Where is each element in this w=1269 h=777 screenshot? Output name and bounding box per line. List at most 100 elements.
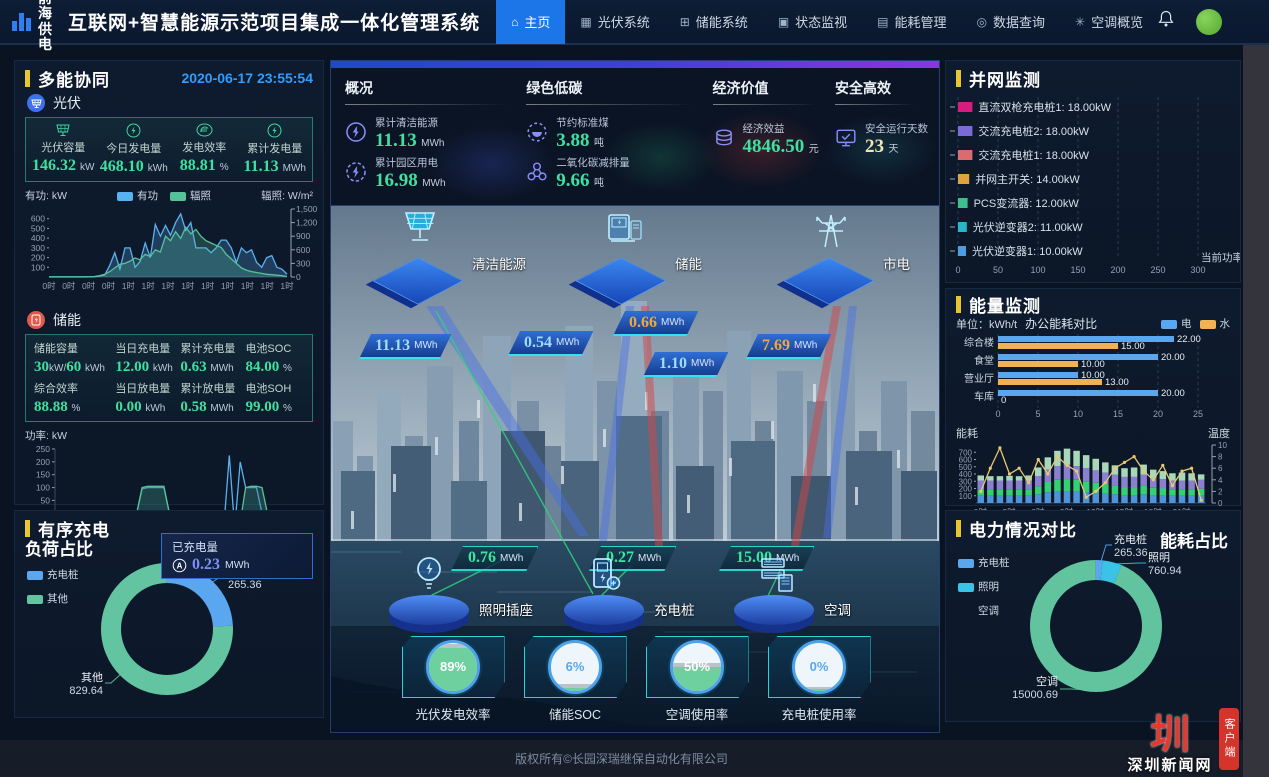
kpi-group-overview: 概况 累计清洁能源 11.13 MWh 累计园区用电 16.98 MWh (345, 78, 526, 199)
panel-grid-monitor: 并网监测 0 50 100 150 200 250 300 直流双枪充电桩1: 18.00kW… (945, 60, 1243, 283)
bulb-icon (409, 553, 449, 604)
nav-item-status-monitor[interactable]: ▣ 状态监视 (777, 14, 848, 31)
svg-text:10.00: 10.00 (1081, 370, 1105, 381)
svg-text:100: 100 (1030, 265, 1045, 275)
svg-text:22.00: 22.00 (1177, 334, 1201, 345)
svg-text:300: 300 (959, 477, 973, 486)
legend-lighting[interactable]: 照明 (958, 579, 1010, 594)
news-logo: 圳 (1150, 712, 1190, 757)
svg-text:充电桩: 充电桩 (1114, 532, 1147, 546)
legend-water[interactable]: 水 (1199, 316, 1230, 331)
dashboard: 多能协同 2020-06-17 23:55:54 光伏 光伏容量 146.32 … (0, 45, 1269, 777)
panel-title: 电力情况对比 (969, 520, 1077, 540)
svg-text:150: 150 (1070, 265, 1085, 275)
office-chart-title: 办公能耗对比 (1025, 317, 1098, 331)
svg-text:10: 10 (1073, 409, 1083, 419)
legend-ac[interactable]: 空调 (978, 605, 999, 617)
pv-section-label: 光伏 (53, 95, 81, 111)
timestamp: 2020-06-17 23:55:54 (181, 70, 313, 86)
kpi-economic-benefit: 经济效益 4846.50 元 (713, 119, 836, 157)
meter-icon: A (172, 558, 187, 572)
legend-charger[interactable]: 充电桩 (958, 555, 1010, 570)
legend-active-power[interactable]: 有功 (117, 188, 158, 203)
svg-text:1时: 1时 (122, 281, 136, 291)
stat-today-generation: 今日发电量 468.10 kWh (99, 123, 170, 176)
title-accent-bar (956, 519, 961, 537)
svg-text:700: 700 (959, 448, 973, 457)
panel-orderly-charging: 有序充电 已充电量 A 0.23 MWh 负荷占比 充电桩 其他 充电桩 265.… (14, 510, 324, 718)
svg-text:15000.69: 15000.69 (1012, 689, 1058, 701)
kpi-overview: 概况 累计清洁能源 11.13 MWh 累计园区用电 16.98 MWh 绿色低… (331, 68, 939, 206)
storage-stats: 储能容量 30kW/60 kWh 当日充电量 12.00 kWh 累计充电量 0.63… (25, 334, 313, 422)
legend-charger[interactable]: 充电桩 (27, 567, 79, 582)
pv-section-icon (27, 94, 45, 112)
power-tower-icon (809, 209, 853, 254)
gauge-空调使用率: 50% 空调使用率 (646, 636, 749, 723)
pv-stats: 光伏容量 146.32 kW 今日发电量 468.10 kWh 发电效率 88.… (25, 117, 313, 182)
kpi-group-economic: 经济价值 经济效益 4846.50 元 (712, 78, 836, 199)
storage-section-label: 储能 (53, 312, 81, 328)
nav-item-pv-system[interactable]: ▦ 光伏系统 (580, 14, 650, 31)
data-query-icon: ◎ (976, 14, 988, 29)
svg-text:900: 900 (296, 231, 310, 241)
svg-text:300: 300 (296, 258, 310, 268)
solar-panel-icon (398, 209, 442, 250)
load-tag-lighting: 0.76 MWh (451, 546, 538, 571)
svg-text:1时: 1时 (280, 281, 294, 291)
nav-item-storage-system[interactable]: ⊞ 储能系统 (679, 14, 748, 31)
flow-tag-clean: 11.13 MWh (359, 334, 451, 359)
nav-item-home[interactable]: ⌂ 主页 (496, 0, 566, 44)
svg-text:PCS变流器: 12.00kW: PCS变流器: 12.00kW (974, 196, 1080, 210)
battery-storage-icon (601, 209, 645, 252)
legend-irradiance[interactable]: 辐照 (170, 188, 211, 203)
svg-text:829.64: 829.64 (69, 685, 103, 697)
svg-text:400: 400 (959, 470, 973, 479)
svg-text:300: 300 (1190, 265, 1205, 275)
svg-text:0: 0 (1001, 395, 1006, 406)
svg-text:0时: 0时 (42, 281, 56, 291)
svg-text:300: 300 (31, 243, 45, 253)
stat-total-generation: 累计发电量 11.13 MWh (240, 123, 311, 176)
stat-generation-efficiency: 发电效率 88.81 % (169, 123, 240, 176)
svg-text:600: 600 (296, 245, 310, 255)
panel-center-overview: 概况 累计清洁能源 11.13 MWh 累计园区用电 16.98 MWh 绿色低… (330, 60, 940, 733)
svg-text:100: 100 (36, 483, 50, 493)
kpi-coal-saved: 节约标准煤 3.88 吨 (526, 113, 712, 151)
legend-electricity[interactable]: 电 (1161, 316, 1192, 331)
svg-text:20: 20 (1153, 409, 1163, 419)
svg-text:50: 50 (993, 265, 1003, 275)
panel-energy-monitor: 能量监测 单位：kWh/t 办公能耗对比 电 水 0 5 10 15 20 25 综合楼 22… (945, 288, 1241, 517)
svg-text:1时: 1时 (142, 281, 156, 291)
nav-item-data-query[interactable]: ◎ 数据查询 (976, 14, 1046, 31)
charger-icon (584, 553, 624, 604)
svg-text:50: 50 (41, 495, 51, 505)
svg-text:200: 200 (36, 457, 50, 467)
stat-day-charge: 当日充电量 12.00 kWh (115, 343, 173, 375)
legend-other[interactable]: 其他 (27, 591, 79, 606)
title-accent-bar (956, 295, 961, 313)
svg-text:1,200: 1,200 (296, 218, 318, 228)
gauge-光伏发电效率: 89% 光伏发电效率 (402, 636, 505, 723)
flow-tag-storage-out: 0.54 MWh (508, 331, 593, 356)
svg-text:1时: 1时 (221, 281, 235, 291)
svg-text:0时: 0时 (102, 281, 116, 291)
svg-text:光伏逆变器2: 11.00kW: 光伏逆变器2: 11.00kW (973, 220, 1083, 234)
power-chart-ylabel: 功率: kW (25, 430, 67, 442)
svg-text:当前功率: 当前功率 (1201, 251, 1240, 264)
user-avatar[interactable] (1196, 8, 1223, 35)
node-clean-energy: 清洁能源 (368, 212, 526, 311)
svg-text:600: 600 (959, 456, 973, 465)
pv-chart-ylabel-right: 辐照: W/m² (261, 190, 313, 202)
notification-bell-icon[interactable] (1158, 10, 1174, 33)
svg-text:0: 0 (995, 409, 1000, 419)
nav-item-hvac-overview[interactable]: ✳ 空调概览 (1075, 14, 1144, 31)
lightning-circle-icon (346, 162, 366, 182)
kpi-safe-days: 安全运行天数 23 天 (835, 119, 933, 157)
svg-text:100: 100 (959, 492, 973, 501)
svg-text:25: 25 (1193, 409, 1203, 419)
stat-storage-capacity: 储能容量 30kW/60 kWh (34, 343, 105, 375)
flow-tag-utility: 7.69 MWh (746, 334, 831, 359)
svg-text:10: 10 (1218, 441, 1227, 450)
nav-item-energy-manage[interactable]: ▤ 能耗管理 (877, 14, 947, 31)
